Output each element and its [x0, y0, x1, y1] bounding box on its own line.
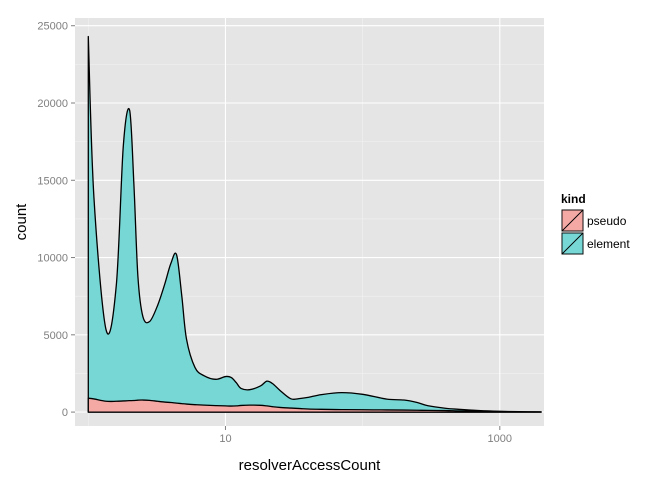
legend-key-slash [561, 232, 584, 255]
legend-item-pseudo: pseudo [561, 209, 627, 232]
y-axis-title: count [13, 203, 30, 241]
axis-tick-labels: 0 5000 10000 15000 20000 25000 10 1000 [37, 21, 512, 445]
x-tick-label: 1000 [488, 433, 512, 445]
y-tick-label: 0 [62, 407, 68, 419]
y-tick-label: 25000 [37, 21, 68, 33]
legend-label: pseudo [587, 214, 627, 228]
axis-ticks [71, 25, 501, 430]
series-pseudo-area [87, 397, 542, 413]
y-tick-label: 20000 [37, 98, 68, 110]
legend-key-slash [561, 209, 584, 232]
x-axis-title: resolverAccessCount [239, 457, 382, 474]
series-element-area [87, 35, 542, 413]
legend-item-element: element [561, 232, 630, 255]
legend-label: element [587, 237, 630, 251]
legend: kind pseudo element [561, 192, 630, 255]
y-tick-label: 15000 [37, 175, 68, 187]
legend-items: pseudo element [561, 209, 630, 255]
y-tick-label: 10000 [37, 253, 68, 265]
y-tick-label: 5000 [44, 330, 68, 342]
stacked-areas [87, 35, 542, 413]
legend-title: kind [561, 192, 586, 206]
x-tick-label: 10 [219, 433, 231, 445]
